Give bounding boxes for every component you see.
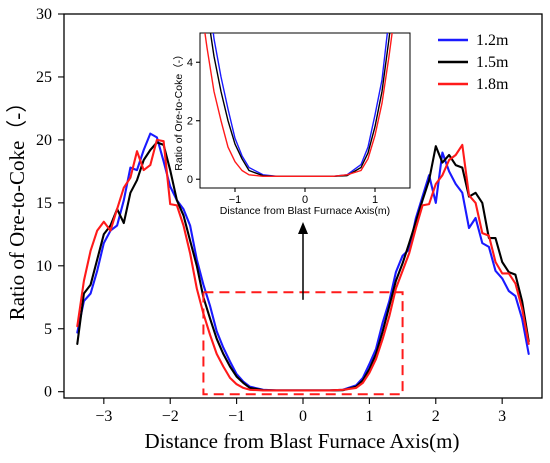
x-tick-label: 3	[498, 408, 506, 425]
inset-series-line-1.8m	[204, 33, 393, 178]
y-tick-label: 0	[44, 384, 52, 401]
legend: 1.2m 1.5m 1.8m	[438, 32, 509, 93]
inset-y-tick-label: 2	[187, 116, 193, 128]
y-axis-title: Ratio of Ore-to-Coke（-）	[5, 92, 29, 321]
x-tick-label: −2	[162, 408, 179, 425]
inset-chart: −1 0 1 0 2 4 Distance from Blast Furnace Axis…	[173, 32, 411, 217]
y-tick-label: 5	[44, 321, 52, 338]
inset-x-tick-label: 0	[302, 194, 308, 206]
inset-x-tick-label: −1	[229, 194, 242, 206]
y-tick-label: 20	[36, 132, 52, 149]
x-tick-label: −1	[228, 408, 245, 425]
inset-x-axis-title: Distance from Blast Furnace Axis(m)	[220, 205, 390, 217]
y-tick-label: 10	[36, 258, 52, 275]
inset-x-tick-label: 1	[372, 194, 378, 206]
x-tick-label: 0	[299, 408, 307, 425]
legend-label: 1.2m	[476, 32, 509, 49]
inset-series-group	[204, 33, 393, 178]
x-axis-title: Distance from Blast Furnace Axis(m)	[145, 429, 460, 453]
y-tick-label: 25	[36, 69, 52, 86]
x-ticks: −3 −2 −1 0 1 2 3	[95, 398, 506, 425]
x-tick-label: 1	[365, 408, 373, 425]
series-line-1.8m	[76, 138, 530, 392]
inset-ticks: −1 0 1 0 2 4	[187, 57, 378, 206]
legend-label: 1.8m	[476, 76, 509, 93]
y-tick-label: 15	[36, 195, 52, 212]
zoom-region-box	[202, 291, 404, 396]
inset-y-tick-label: 4	[187, 57, 193, 69]
legend-label: 1.5m	[476, 54, 509, 71]
arrow-head	[298, 222, 308, 234]
inset-y-axis-title: Ratio of Ore-to-Coke（-）	[173, 49, 185, 170]
y-tick-label: 30	[36, 6, 52, 23]
x-tick-label: 2	[432, 408, 440, 425]
y-ticks: 0 5 10 15 20 25 30	[36, 6, 64, 401]
x-tick-label: −3	[95, 408, 112, 425]
zoom-arrow	[298, 222, 308, 300]
inset-y-tick-label: 0	[187, 174, 193, 186]
series-group	[76, 132, 530, 392]
